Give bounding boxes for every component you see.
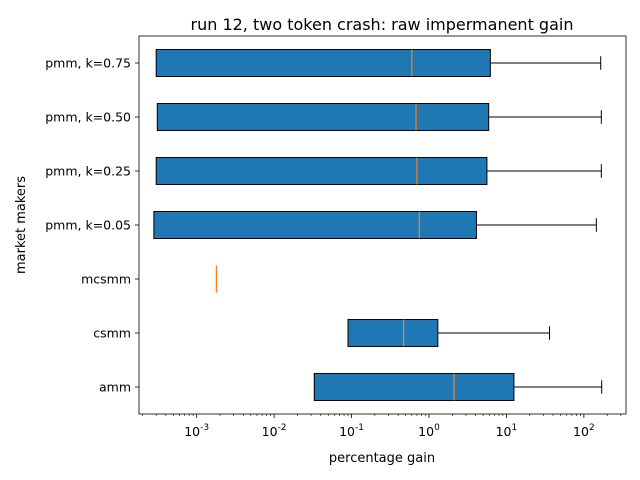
- box-group: [153, 211, 597, 239]
- x-tick-label: 10-1: [339, 423, 364, 439]
- box-group: [155, 49, 602, 77]
- x-axis-label: percentage gain: [329, 451, 435, 466]
- y-tick-label: pmm, k=0.75: [45, 56, 131, 71]
- x-tick-label: 102: [573, 423, 595, 439]
- box-group: [156, 103, 602, 131]
- x-tick-label: 101: [496, 423, 518, 439]
- box: [156, 103, 490, 131]
- box: [155, 157, 488, 185]
- box: [153, 211, 477, 239]
- y-ticks: pmm, k=0.75 pmm, k=0.50 pmm, k=0.25 pmm, k=…: [45, 56, 139, 395]
- box-group: [155, 157, 602, 185]
- y-tick-label: pmm, k=0.05: [45, 218, 131, 233]
- x-tick-label: 100: [418, 423, 440, 439]
- y-tick-label: pmm, k=0.50: [45, 110, 131, 125]
- box: [155, 49, 491, 77]
- box: [347, 319, 439, 347]
- y-axis-label: market makers: [14, 176, 29, 274]
- y-tick-label: csmm: [93, 326, 131, 341]
- box: [313, 373, 515, 401]
- y-tick-label: amm: [99, 380, 131, 395]
- y-tick-label: mcsmm: [81, 272, 131, 287]
- x-tick-label: 10-3: [184, 423, 209, 439]
- box-group: [313, 373, 603, 401]
- y-tick-label: pmm, k=0.25: [45, 164, 131, 179]
- box-group: [347, 319, 551, 347]
- x-ticks: 10-3 10-2 10-1 100 101 102: [142, 414, 622, 439]
- boxes-layer: [153, 49, 603, 401]
- x-tick-label: 10-2: [262, 423, 287, 439]
- chart-title: run 12, two token crash: raw impermanent…: [191, 15, 574, 34]
